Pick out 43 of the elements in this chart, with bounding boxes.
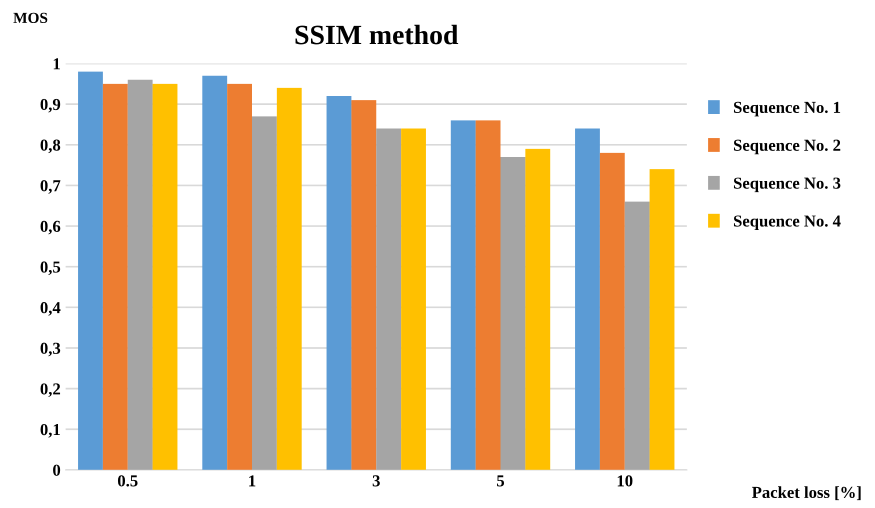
bar — [650, 169, 674, 470]
bar — [525, 148, 550, 470]
y-tick-label: 0,3 — [40, 342, 60, 356]
chart-title: SSIM method — [296, 24, 458, 44]
bar — [78, 72, 103, 470]
bar — [575, 128, 600, 470]
x-tick-label: 1 — [249, 475, 256, 486]
bar — [624, 202, 650, 470]
legend-label: Sequence No. 2 — [734, 140, 840, 154]
bar — [376, 128, 402, 470]
y-tick-label: 0,2 — [40, 383, 60, 397]
bar — [351, 100, 376, 470]
bar — [450, 120, 476, 470]
bar — [252, 116, 277, 470]
x-tick-label: 0.5 — [118, 475, 138, 487]
x-tick-label: 10 — [618, 475, 632, 486]
bar — [152, 84, 178, 470]
x-tick-label: 5 — [497, 475, 504, 486]
bar — [401, 128, 426, 470]
y-tick-label: 0,1 — [40, 424, 60, 438]
y-tick-label: 0,6 — [40, 220, 60, 234]
bar — [500, 156, 526, 470]
bar — [202, 76, 228, 470]
bar — [600, 152, 625, 470]
legend-label: Sequence No. 3 — [734, 178, 840, 192]
bar — [102, 84, 128, 470]
legend-label: Sequence No. 4 — [734, 215, 841, 230]
bar — [476, 120, 500, 470]
bar — [128, 80, 153, 470]
bar — [326, 96, 352, 470]
x-axis-title: Packet loss [%] — [752, 486, 861, 500]
y-axis-title: MOS — [13, 12, 48, 24]
bar — [276, 88, 302, 470]
y-tick-label: 0,8 — [40, 139, 60, 154]
y-tick-label: 1 — [54, 58, 60, 70]
y-tick-label: 0,5 — [40, 261, 60, 276]
y-tick-label: 0 — [53, 464, 60, 476]
x-tick-label: 3 — [372, 475, 380, 486]
bar — [227, 84, 252, 470]
y-tick-label: 0,4 — [40, 302, 60, 316]
legend-label: Sequence No. 1 — [734, 102, 840, 116]
y-tick-label: 0,9 — [40, 98, 60, 113]
y-tick-label: 0,7 — [40, 180, 60, 194]
